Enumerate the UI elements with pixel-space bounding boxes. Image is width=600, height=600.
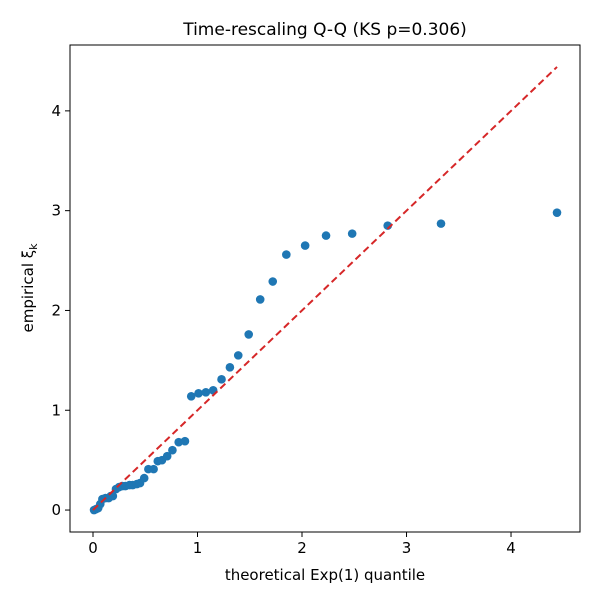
y-tick-label: 0 xyxy=(51,501,61,519)
data-layer xyxy=(89,66,562,515)
y-tick-label: 2 xyxy=(51,301,61,319)
y-axis-label-subscript: k xyxy=(27,243,40,250)
data-point xyxy=(139,473,149,483)
y-tick-label: 4 xyxy=(51,102,61,120)
data-point xyxy=(552,208,562,217)
y-tick-label: 3 xyxy=(51,202,61,220)
y-axis-ticks: 0 1 2 3 4 xyxy=(51,102,70,519)
x-tick-label: 2 xyxy=(297,539,307,557)
plot-area xyxy=(69,44,581,533)
data-point xyxy=(201,387,211,397)
y-axis-label: empirical ξk xyxy=(19,243,40,333)
data-point xyxy=(244,330,254,339)
data-point xyxy=(255,295,265,304)
reference-line xyxy=(92,66,558,511)
data-point xyxy=(168,445,177,455)
data-point xyxy=(194,388,203,398)
data-point xyxy=(300,241,310,250)
x-tick-label: 1 xyxy=(193,539,203,557)
data-point xyxy=(268,277,278,286)
data-point xyxy=(180,436,190,446)
data-point xyxy=(162,451,172,461)
x-tick-label: 3 xyxy=(402,539,412,557)
data-point xyxy=(217,375,226,384)
x-axis-ticks: 0 1 2 3 4 xyxy=(88,532,516,557)
data-point xyxy=(233,351,243,360)
data-point xyxy=(347,229,357,238)
x-tick-label: 4 xyxy=(506,539,516,557)
data-point xyxy=(321,231,331,240)
chart-title: Time-rescaling Q-Q (KS p=0.306) xyxy=(182,20,467,40)
axes-frame xyxy=(69,44,581,533)
y-axis-label-main: empirical ξ xyxy=(19,250,37,333)
data-point xyxy=(186,391,196,401)
x-tick-label: 0 xyxy=(88,539,98,557)
x-axis-label: theoretical Exp(1) quantile xyxy=(225,566,425,584)
data-point xyxy=(282,250,291,259)
data-point xyxy=(436,219,446,228)
data-point xyxy=(225,363,235,372)
data-point xyxy=(149,464,158,474)
y-tick-label: 1 xyxy=(51,401,61,419)
